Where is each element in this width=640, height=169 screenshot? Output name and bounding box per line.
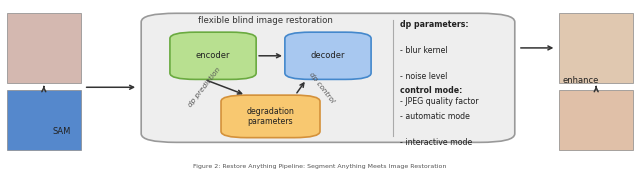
Text: - automatic mode: - automatic mode (400, 112, 470, 121)
Text: decoder: decoder (311, 51, 345, 60)
Text: dp control: dp control (308, 71, 335, 104)
FancyBboxPatch shape (7, 90, 81, 150)
Text: Figure 2: Restore Anything Pipeline: Segment Anything Meets Image Restoration: Figure 2: Restore Anything Pipeline: Seg… (193, 164, 447, 169)
Text: - JPEG quality factor: - JPEG quality factor (400, 98, 478, 106)
Text: - interactive mode: - interactive mode (400, 138, 472, 147)
Text: - blur kernel: - blur kernel (400, 46, 447, 55)
FancyBboxPatch shape (170, 32, 256, 79)
FancyBboxPatch shape (559, 13, 633, 82)
Text: enhance: enhance (563, 76, 599, 85)
Text: SAM: SAM (52, 127, 70, 136)
FancyBboxPatch shape (559, 90, 633, 150)
Text: - noise level: - noise level (400, 71, 447, 80)
Text: flexible blind image restoration: flexible blind image restoration (198, 16, 333, 26)
FancyBboxPatch shape (141, 13, 515, 142)
Text: dp prediction: dp prediction (188, 66, 222, 108)
Text: control mode:: control mode: (400, 86, 462, 95)
Text: encoder: encoder (196, 51, 230, 60)
Text: dp parameters:: dp parameters: (400, 20, 468, 29)
Text: degradation
parameters: degradation parameters (246, 107, 294, 126)
FancyBboxPatch shape (221, 95, 320, 138)
FancyBboxPatch shape (7, 13, 81, 82)
FancyBboxPatch shape (285, 32, 371, 79)
